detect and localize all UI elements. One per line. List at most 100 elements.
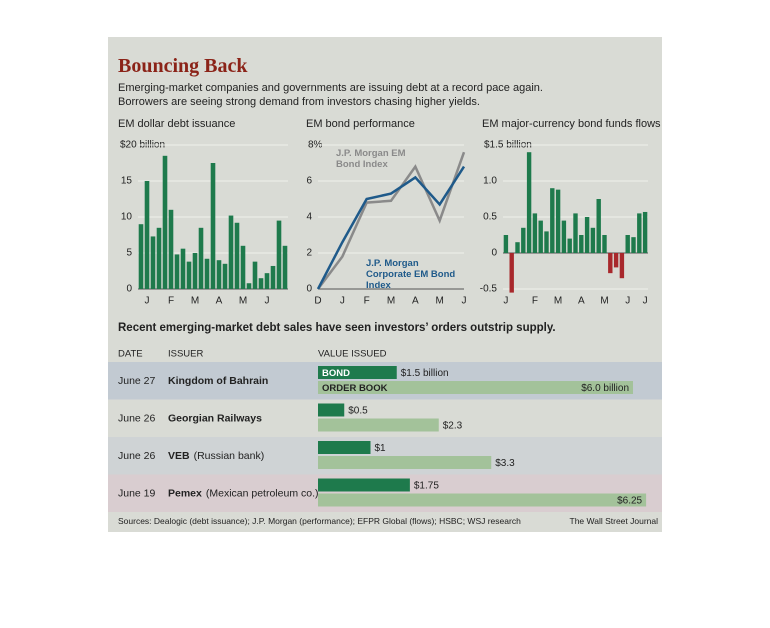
- sources: Sources: Dealogic (debt issuance); J.P. …: [118, 516, 521, 526]
- bar: [222, 263, 228, 289]
- issuer-name: VEB: [168, 450, 190, 462]
- y-tick-label: 0: [126, 284, 132, 295]
- order-book-value: $6.0 billion: [581, 383, 629, 394]
- column-header: ISSUER: [168, 349, 204, 360]
- bar: [192, 253, 198, 289]
- chart-title: EM major-currency bond funds flows: [482, 118, 661, 130]
- series-label: J.P. Morgan Corporate EM Bond Index: [366, 258, 456, 291]
- bar: [246, 283, 252, 289]
- order-book-legend: ORDER BOOK: [322, 383, 388, 394]
- bar: [282, 245, 288, 289]
- bar: [509, 253, 514, 293]
- y-tick-label: 2: [306, 248, 312, 259]
- series-label: J.P. Morgan EM Bond Index: [336, 148, 406, 170]
- line-series: [316, 165, 466, 290]
- bar: [198, 227, 204, 289]
- y-tick-label: 1.0: [483, 176, 497, 187]
- x-tick-label: J: [625, 296, 630, 307]
- bar: [150, 236, 156, 289]
- chart-title: EM dollar debt issuance: [118, 118, 235, 130]
- bar: [625, 235, 630, 253]
- bar: [579, 235, 584, 253]
- y-tick-label: 0: [306, 284, 312, 295]
- issuer: VEB (Russian bank): [168, 450, 264, 462]
- bar: [613, 253, 619, 268]
- bar: [590, 227, 596, 253]
- order-book-bar: [318, 418, 439, 432]
- bar: [555, 189, 561, 253]
- column-header: DATE: [118, 349, 143, 360]
- bar: [174, 254, 180, 289]
- bond-bar: [318, 441, 371, 454]
- bar: [544, 231, 549, 253]
- x-tick-label: J: [643, 296, 648, 307]
- x-tick-label: M: [191, 296, 199, 307]
- bar: [550, 188, 555, 253]
- date: June 19: [118, 487, 156, 499]
- x-tick-label: A: [578, 296, 585, 307]
- order-book-value: $3.3: [495, 458, 515, 469]
- bar: [631, 237, 636, 253]
- bar: [584, 217, 590, 253]
- bar: [156, 227, 162, 289]
- x-tick-label: A: [412, 296, 419, 307]
- x-tick-label: J: [340, 296, 345, 307]
- bar: [210, 163, 216, 289]
- bar: [234, 222, 240, 289]
- x-tick-label: D: [314, 296, 321, 307]
- x-tick-label: M: [387, 296, 395, 307]
- y-tick-label: 8%: [308, 140, 323, 151]
- issuer: Georgian Railways: [168, 412, 262, 424]
- order-book-bar: [318, 493, 647, 507]
- date: June 26: [118, 412, 156, 424]
- y-tick-label: 5: [126, 248, 132, 259]
- bar: [144, 181, 150, 289]
- bar: [162, 155, 168, 289]
- column-header: VALUE ISSUED: [318, 349, 387, 360]
- bar: [204, 258, 210, 289]
- order-book-value: $2.3: [443, 421, 463, 432]
- table-title: Recent emerging-market debt sales have s…: [118, 322, 556, 334]
- date: June 27: [118, 375, 156, 387]
- bar: [186, 261, 192, 289]
- bar: [602, 235, 607, 253]
- bar: [270, 265, 276, 289]
- bond-value: $1: [375, 443, 387, 454]
- bar: [138, 224, 144, 289]
- y-tick-label: 6: [306, 176, 312, 187]
- bar: [637, 213, 642, 253]
- y-tick-label: 10: [121, 212, 133, 223]
- order-book-bar: [318, 381, 633, 394]
- bar: [276, 220, 282, 289]
- bar: [503, 235, 509, 253]
- bar: [168, 209, 174, 289]
- x-tick-label: J: [145, 296, 150, 307]
- issuer-name: Kingdom of Bahrain: [168, 375, 268, 387]
- title: Bouncing Back: [118, 55, 248, 77]
- issuer-note: (Russian bank): [194, 450, 265, 462]
- date: June 26: [118, 450, 156, 462]
- bond-bar: [318, 478, 410, 492]
- bar: [573, 213, 578, 253]
- issuer-name: Pemex: [168, 487, 202, 499]
- bar: [180, 248, 186, 289]
- order-book-bar: [318, 456, 492, 469]
- bar: [608, 253, 613, 274]
- bar: [619, 253, 625, 279]
- issuer-note: (Mexican petroleum co.): [206, 487, 319, 499]
- x-tick-label: M: [239, 296, 247, 307]
- bond-value: $1.5 billion: [401, 368, 449, 379]
- bar: [567, 238, 572, 253]
- bar: [538, 220, 543, 253]
- x-tick-label: J: [462, 296, 467, 307]
- bar: [216, 260, 222, 289]
- y-tick-label: 0.5: [483, 212, 497, 223]
- x-tick-label: M: [600, 296, 608, 307]
- chart-title: EM bond performance: [306, 118, 415, 130]
- bond-bar: [318, 403, 345, 417]
- bond-value: $1.75: [414, 481, 439, 492]
- y-tick-label: 0: [491, 248, 497, 259]
- y-tick-label: -0.5: [480, 284, 498, 295]
- y-tick-label: 4: [306, 212, 312, 223]
